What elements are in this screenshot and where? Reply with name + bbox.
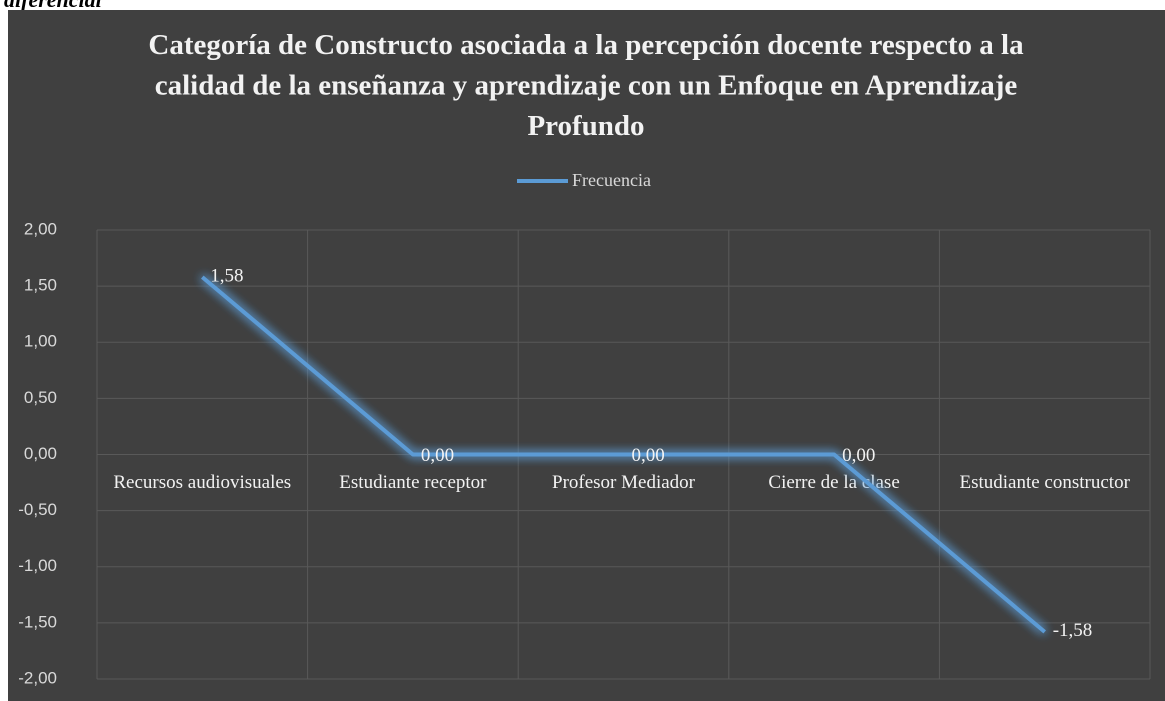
x-tick-label: Recursos audiovisuales — [113, 472, 291, 493]
series-line — [201, 275, 1046, 634]
y-tick-label: -0,50 — [18, 500, 57, 519]
y-tick-label: -2,00 — [18, 668, 57, 687]
y-tick-label: 2,00 — [24, 219, 57, 238]
y-tick-label: 0,00 — [24, 444, 57, 463]
chart-title: Categoría de Constructo asociada a la pe… — [148, 29, 1024, 142]
x-tick-label: Estudiante receptor — [339, 472, 487, 493]
legend-label: Frecuencia — [572, 170, 651, 190]
data-label: 0,00 — [421, 445, 454, 466]
x-tick-label: Cierre de la clase — [768, 472, 899, 493]
y-tick-label: 1,00 — [24, 332, 57, 351]
y-tick-label: -1,00 — [18, 556, 57, 575]
chart-background — [8, 10, 1165, 701]
data-label: 0,00 — [632, 445, 665, 466]
y-tick-label: 0,50 — [24, 388, 57, 407]
text-line: Profundo — [527, 110, 644, 142]
x-tick-label: Estudiante constructor — [959, 472, 1130, 493]
data-label: -1,58 — [1053, 620, 1093, 641]
x-tick-label: Profesor Mediador — [552, 472, 696, 493]
text-line: Categoría de Constructo asociada a la pe… — [148, 29, 1024, 61]
data-label: 0,00 — [842, 445, 875, 466]
text-line: calidad de la enseñanza y aprendizaje co… — [155, 69, 1018, 101]
y-tick-label: -1,50 — [18, 612, 57, 631]
data-label: 1,58 — [210, 266, 243, 287]
y-tick-label: 1,50 — [24, 276, 57, 295]
caption: diferencial — [4, 0, 103, 12]
